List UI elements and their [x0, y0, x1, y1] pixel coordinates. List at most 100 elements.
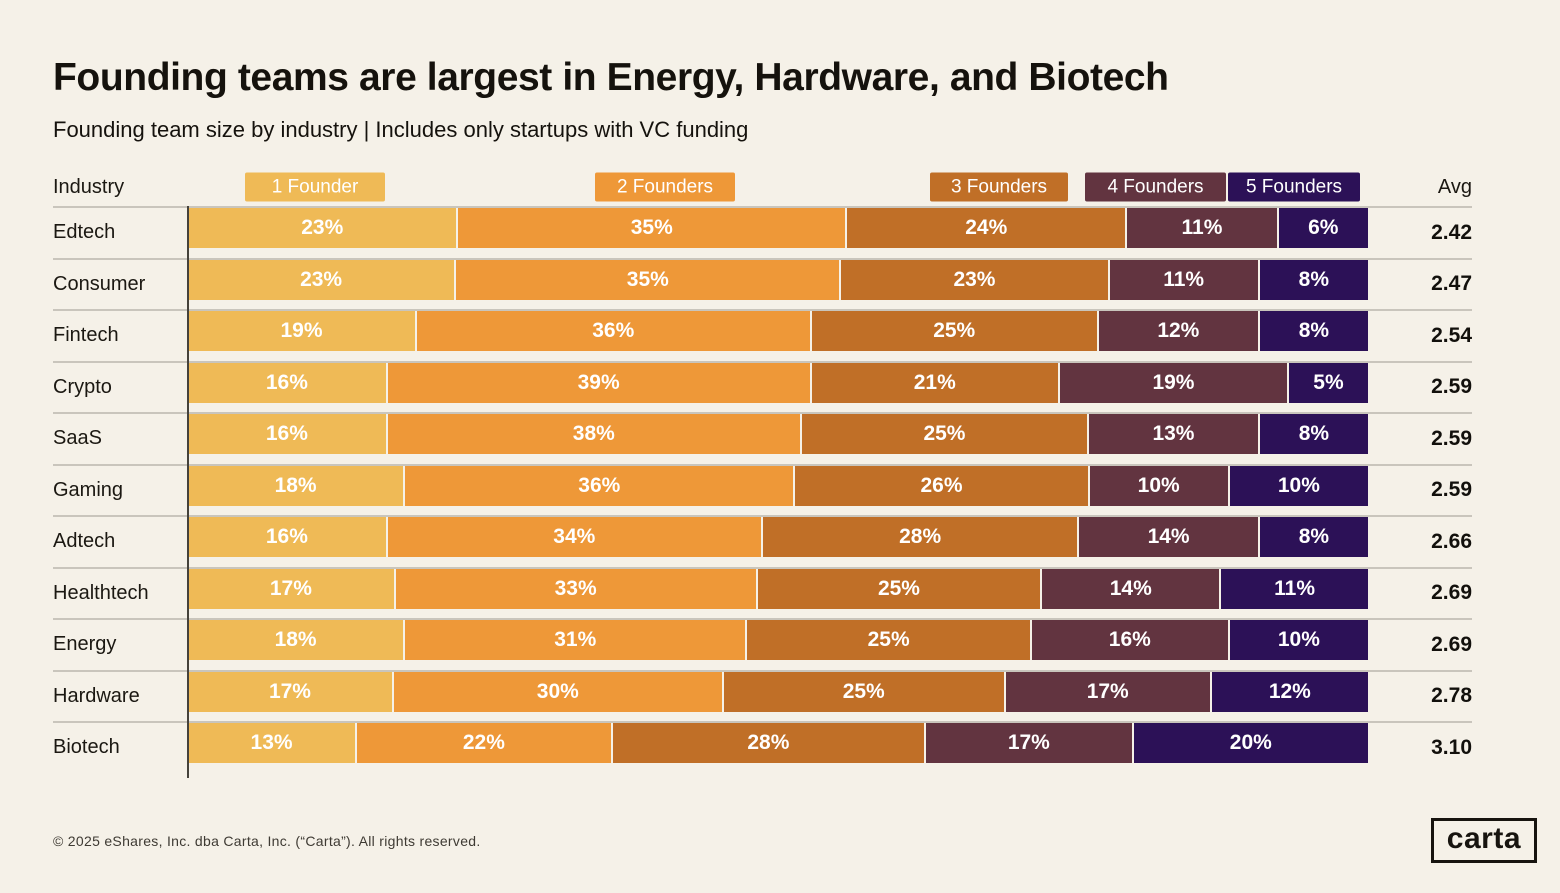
stacked-bar: 18% 31% 25% 16% 10% [188, 620, 1368, 660]
table-row: Crypto 16% 39% 21% 19% 5% 2.59 [53, 360, 1472, 413]
industry-label: SaaS [53, 427, 102, 450]
copyright-text: © 2025 eShares, Inc. dba Carta, Inc. (“C… [53, 832, 481, 849]
stacked-bar: 16% 38% 25% 13% 8% [188, 414, 1368, 454]
avg-value: 2.54 [1431, 323, 1472, 347]
bar-segment-4-founders: 10% [1089, 465, 1228, 506]
stacked-bar: 18% 36% 26% 10% 10% [188, 465, 1368, 506]
stacked-bar: 17% 33% 25% 14% 11% [188, 568, 1368, 609]
bar-segment-3-founders: 25% [757, 568, 1041, 609]
bar-segment-2-founders: 35% [456, 259, 840, 300]
bar-segment-3-founders: 25% [811, 311, 1097, 351]
bar-segment-3-founders: 25% [747, 620, 1030, 660]
table-row: Consumer 23% 35% 23% 11% 8% 2.47 [53, 257, 1472, 310]
bar-segment-1-founder: 16% [188, 517, 386, 557]
bar-segment-1-founder: 23% [188, 208, 457, 248]
bar-segment-2-founders: 36% [417, 311, 810, 351]
table-row: Gaming 18% 36% 26% 10% 10% 2.59 [53, 463, 1472, 516]
stacked-bar: 17% 30% 25% 17% 12% [188, 671, 1368, 712]
bar-segment-5-founders: 8% [1259, 311, 1368, 351]
table-row: SaaS 16% 38% 25% 13% 8% 2.59 [53, 412, 1472, 464]
stacked-bar: 19% 36% 25% 12% 8% [188, 311, 1368, 351]
bar-segment-4-founders: 13% [1089, 414, 1258, 454]
avg-value: 2.59 [1431, 375, 1472, 399]
chart-rows: Edtech 23% 35% 24% 11% 6% 2.42 Consumer 23% 3… [53, 206, 1472, 777]
bar-segment-4-founders: 17% [1005, 671, 1210, 712]
bar-segment-1-founder: 13% [188, 723, 356, 763]
legend-row: Industry 1 Founder 2 Founders 3 Founders 4 … [53, 168, 1472, 206]
stacked-bar: 16% 39% 21% 19% 5% [188, 362, 1368, 403]
avg-value: 2.69 [1431, 632, 1472, 656]
bar-segment-5-founders: 20% [1133, 723, 1369, 763]
industry-label: Adtech [53, 530, 116, 553]
legend-chip-4-founders: 4 Founders [1085, 172, 1226, 202]
table-row: Biotech 13% 22% 28% 17% 20% 3.10 [53, 721, 1472, 773]
bar-segment-2-founders: 22% [357, 723, 611, 763]
bar-segment-1-founder: 19% [188, 311, 415, 351]
industry-label: Fintech [53, 324, 119, 347]
industry-column-header: Industry [53, 175, 125, 198]
bar-segment-2-founders: 36% [405, 465, 794, 506]
carta-logo: carta [1430, 818, 1537, 863]
bar-segment-1-founder: 17% [188, 671, 392, 712]
table-row: Hardware 17% 30% 25% 17% 12% 2.78 [53, 669, 1472, 722]
industry-label: Healthtech [53, 581, 149, 604]
footer: © 2025 eShares, Inc. dba Carta, Inc. (“C… [53, 818, 1537, 863]
industry-label: Biotech [53, 736, 120, 759]
founding-team-table: Industry 1 Founder 2 Founders 3 Founders 4 … [53, 168, 1472, 777]
bar-segment-3-founders: 28% [612, 723, 925, 763]
bar-segment-5-founders: 11% [1221, 568, 1368, 609]
industry-label: Energy [53, 633, 117, 656]
stacked-bar: 23% 35% 23% 11% 8% [188, 259, 1368, 300]
industry-label: Crypto [53, 375, 112, 398]
bar-segment-3-founders: 25% [723, 671, 1004, 712]
avg-value: 3.10 [1431, 735, 1472, 759]
bar-segment-4-founders: 11% [1109, 259, 1258, 300]
bar-segment-3-founders: 26% [795, 465, 1088, 506]
bar-segment-1-founder: 16% [188, 362, 386, 403]
stacked-bar: 16% 34% 28% 14% 8% [188, 517, 1368, 557]
bar-segment-4-founders: 12% [1098, 311, 1258, 351]
avg-value: 2.66 [1431, 529, 1472, 553]
legend-chip-2-founders: 2 Founders [595, 172, 735, 202]
avg-value: 2.42 [1431, 220, 1472, 244]
bar-segment-1-founder: 17% [188, 568, 394, 609]
bar-segment-1-founder: 18% [188, 465, 404, 506]
bar-segment-3-founders: 28% [762, 517, 1078, 557]
bar-segment-3-founders: 24% [847, 208, 1126, 248]
bar-segment-3-founders: 23% [841, 259, 1108, 300]
avg-value: 2.78 [1431, 684, 1472, 708]
bar-segment-3-founders: 25% [801, 414, 1088, 454]
industry-label: Hardware [53, 684, 140, 707]
bar-segment-4-founders: 19% [1059, 362, 1287, 403]
bar-segment-4-founders: 17% [926, 723, 1132, 763]
bar-segment-1-founder: 18% [188, 620, 404, 660]
bar-segment-5-founders: 10% [1229, 465, 1368, 506]
avg-value: 2.59 [1431, 426, 1472, 450]
table-row: Fintech 19% 36% 25% 12% 8% 2.54 [53, 309, 1472, 361]
bar-segment-5-founders: 10% [1229, 620, 1368, 660]
table-row: Healthtech 17% 33% 25% 14% 11% 2.69 [53, 566, 1472, 619]
bar-segment-2-founders: 30% [393, 671, 722, 712]
bar-segment-2-founders: 33% [395, 568, 756, 609]
avg-column-header: Avg [1437, 175, 1472, 198]
bar-segment-5-founders: 6% [1278, 208, 1368, 248]
avg-value: 2.69 [1431, 581, 1472, 605]
bar-segment-5-founders: 8% [1259, 414, 1368, 454]
industry-label: Gaming [53, 478, 124, 501]
bar-segment-5-founders: 5% [1288, 362, 1368, 403]
legend-chip-3-founders: 3 Founders [930, 172, 1068, 202]
bar-segment-2-founders: 34% [387, 517, 761, 557]
bar-segment-2-founders: 31% [405, 620, 746, 660]
legend-chips: 1 Founder 2 Founders 3 Founders 4 Founders 5… [188, 168, 1368, 206]
bar-segment-4-founders: 14% [1079, 517, 1258, 557]
bar-segment-5-founders: 8% [1259, 259, 1368, 300]
legend-chip-5-founders: 5 Founders [1228, 172, 1360, 202]
table-row: Adtech 16% 34% 28% 14% 8% 2.66 [53, 515, 1472, 567]
avg-value: 2.59 [1431, 478, 1472, 502]
bar-segment-4-founders: 14% [1042, 568, 1220, 609]
avg-value: 2.47 [1431, 272, 1472, 296]
legend-chip-1-founder: 1 Founder [245, 172, 385, 202]
industry-label: Consumer [53, 272, 146, 295]
bar-segment-2-founders: 38% [387, 414, 800, 454]
